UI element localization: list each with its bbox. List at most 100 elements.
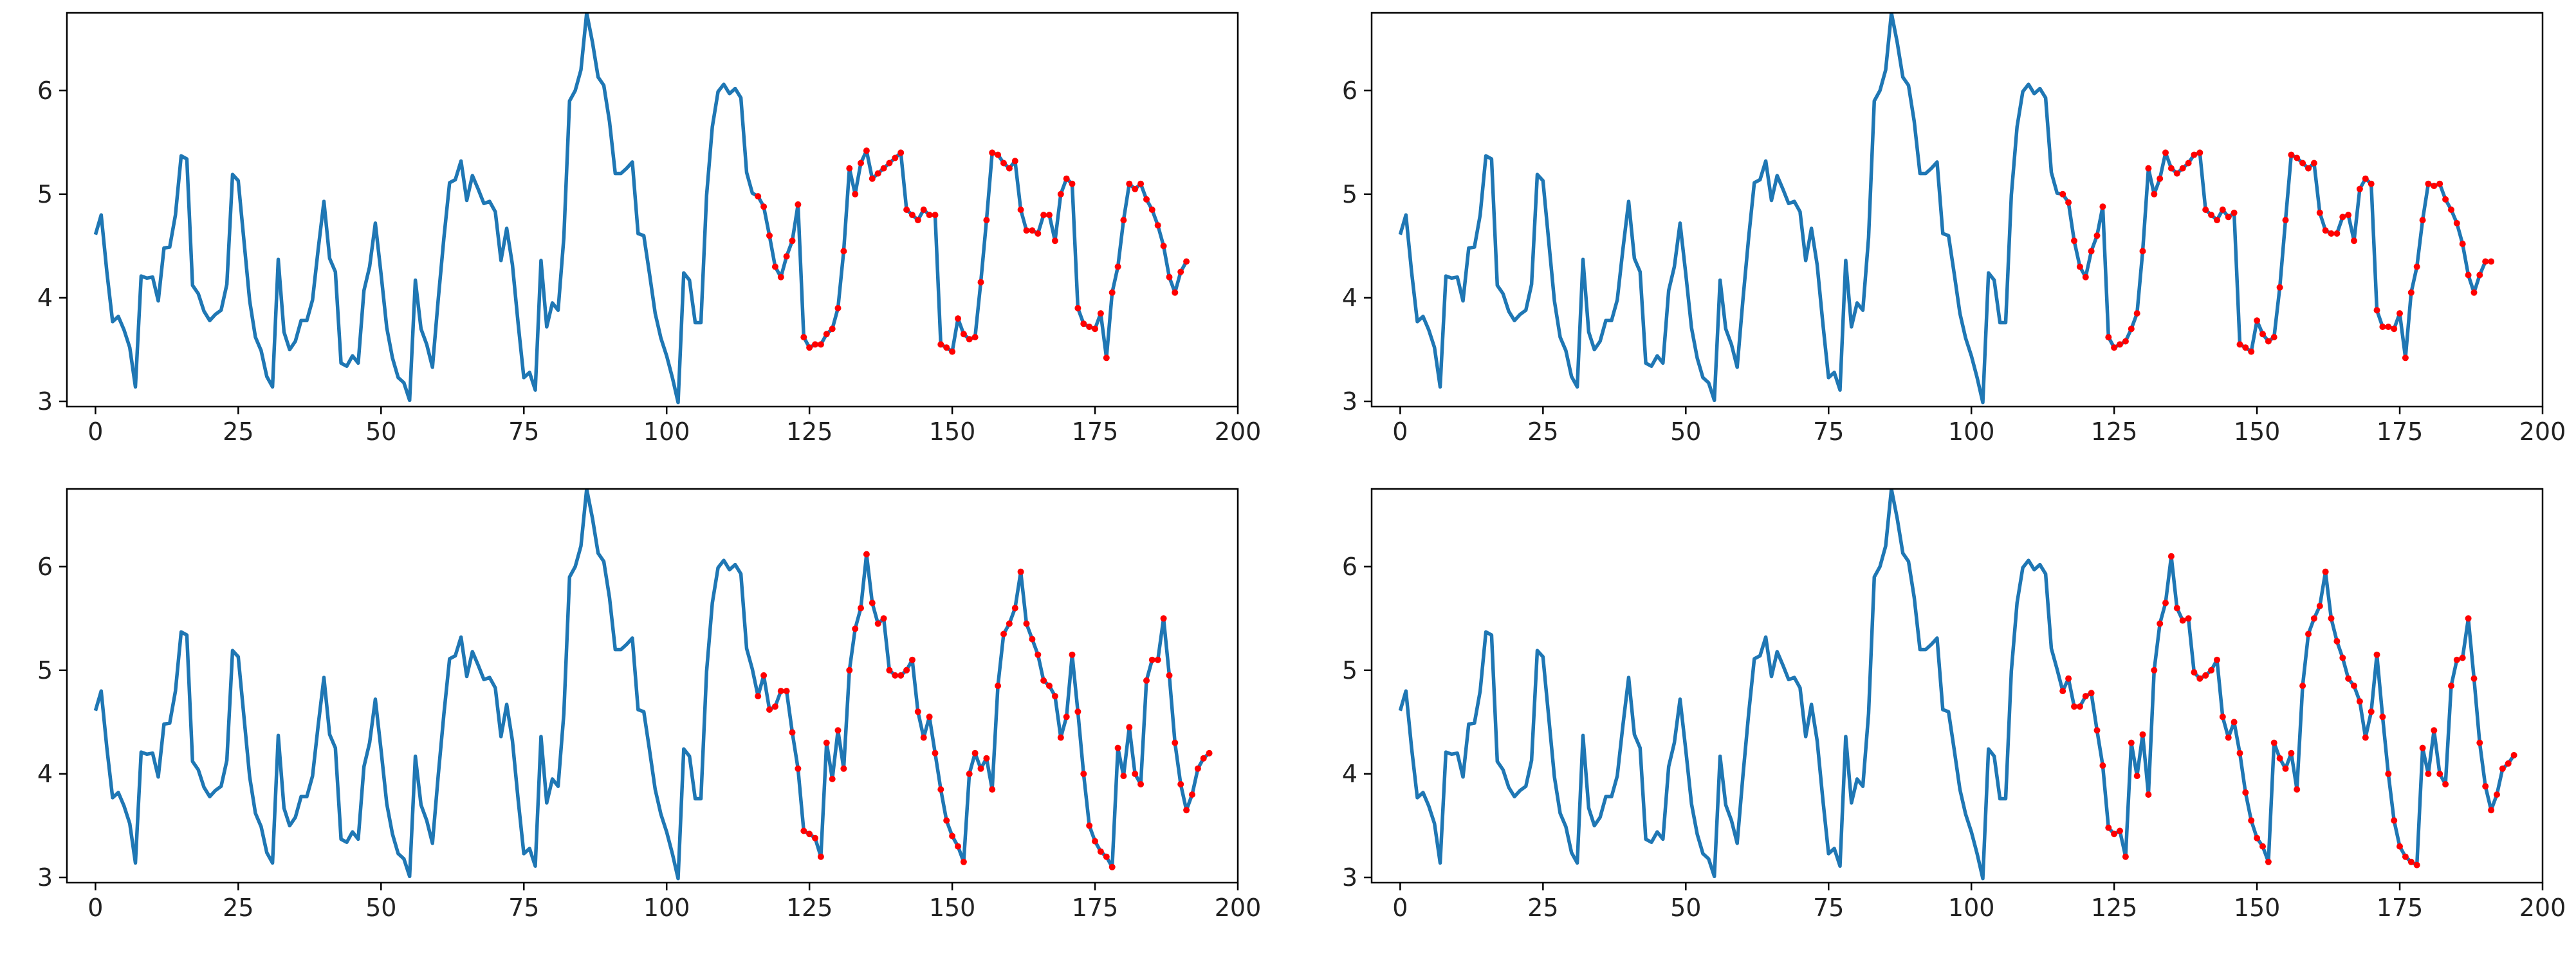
forecast-point [2202,207,2209,213]
forecast-point [955,843,961,850]
forecast-point [2133,773,2140,780]
x-tick-label: 150 [2234,894,2281,922]
forecast-point [2076,263,2083,270]
x-tick-label: 25 [1527,418,1558,446]
forecast-point [2316,209,2323,216]
forecast-point [840,765,847,772]
forecast-point [2259,843,2266,850]
forecast-point [886,160,893,167]
y-tick-label: 6 [37,77,53,105]
forecast-point [817,341,824,348]
forecast-point [1000,630,1007,638]
x-tick-label: 25 [223,418,253,446]
forecast-point [1046,683,1053,689]
forecast-point [789,729,796,736]
forecast-point [1017,568,1024,575]
forecast-point [2442,781,2449,787]
x-tick-label: 200 [1215,894,1262,922]
forecast-markers [755,551,1213,870]
forecast-point [2105,824,2112,831]
forecast-point [2299,160,2306,167]
forecast-point [2128,739,2135,746]
forecast-point [1172,739,1179,746]
forecast-point [1069,651,1076,658]
forecast-point [1194,765,1201,772]
forecast-point [1143,196,1150,203]
forecast-point [2139,731,2146,738]
forecast-point [869,600,876,607]
forecast-point [2362,734,2369,741]
forecast-point [1183,807,1190,814]
forecast-point [777,273,784,280]
x-tick-label: 175 [1072,418,1119,446]
forecast-point [2310,160,2317,167]
forecast-point [1132,185,1139,192]
forecast-point [2431,183,2438,189]
forecast-point [1035,651,1042,658]
forecast-point [1006,620,1013,627]
forecast-point [960,858,967,865]
forecast-point [766,232,773,239]
forecast-markers [2059,149,2495,362]
forecast-point [2345,212,2352,219]
forecast-point [995,151,1002,158]
forecast-point [2128,326,2135,333]
forecast-point [880,165,887,172]
forecast-point [2082,273,2089,280]
forecast-point [1114,744,1121,751]
forecast-point [1035,230,1042,237]
forecast-point [1120,773,1127,780]
forecast-point [2214,217,2220,224]
forecast-point [2322,227,2329,234]
forecast-point [1097,310,1104,317]
forecast-point [914,217,921,224]
x-tick-label: 175 [2377,418,2424,446]
forecast-point [760,203,768,210]
x-tick-label: 150 [929,418,976,446]
forecast-point [812,341,818,348]
forecast-point [2316,603,2323,609]
forecast-point [943,344,950,351]
forecast-point [2196,675,2203,682]
forecast-point [2231,719,2238,726]
forecast-point [1080,770,1087,777]
forecast-point [2265,338,2272,345]
forecast-point [1103,354,1110,362]
forecast-point [1143,677,1150,684]
forecast-point [897,149,905,156]
forecast-point [2402,354,2409,362]
forecast-point [2459,654,2466,661]
x-tick-label: 100 [1948,418,1995,446]
forecast-point [2459,241,2466,248]
forecast-point [2482,783,2489,790]
forecast-point [977,279,984,286]
forecast-point [863,551,870,558]
forecast-point [783,688,790,695]
forecast-point [2179,617,2186,624]
forecast-point [1029,227,1036,234]
forecast-point [2191,151,2198,158]
forecast-point [2167,165,2175,172]
forecast-point [1046,212,1053,219]
forecast-point [2219,207,2226,213]
forecast-point [1114,263,1121,270]
forecast-point [771,263,778,270]
forecast-point [2242,344,2249,351]
forecast-point [2208,666,2215,674]
forecast-point [2076,703,2083,710]
forecast-point [2254,317,2261,324]
forecast-point [1023,227,1030,234]
forecast-point [1097,848,1104,855]
forecast-point [812,834,818,841]
forecast-point [846,165,853,172]
forecast-point [1109,863,1116,870]
forecast-point [2288,151,2295,158]
x-tick-label: 0 [1392,894,1408,922]
forecast-point [971,334,979,341]
forecast-point [2294,154,2301,161]
forecast-point [1183,258,1190,265]
forecast-point [2482,258,2489,265]
forecast-point [874,170,881,177]
forecast-point [2248,348,2255,355]
y-tick-label: 6 [37,553,53,581]
